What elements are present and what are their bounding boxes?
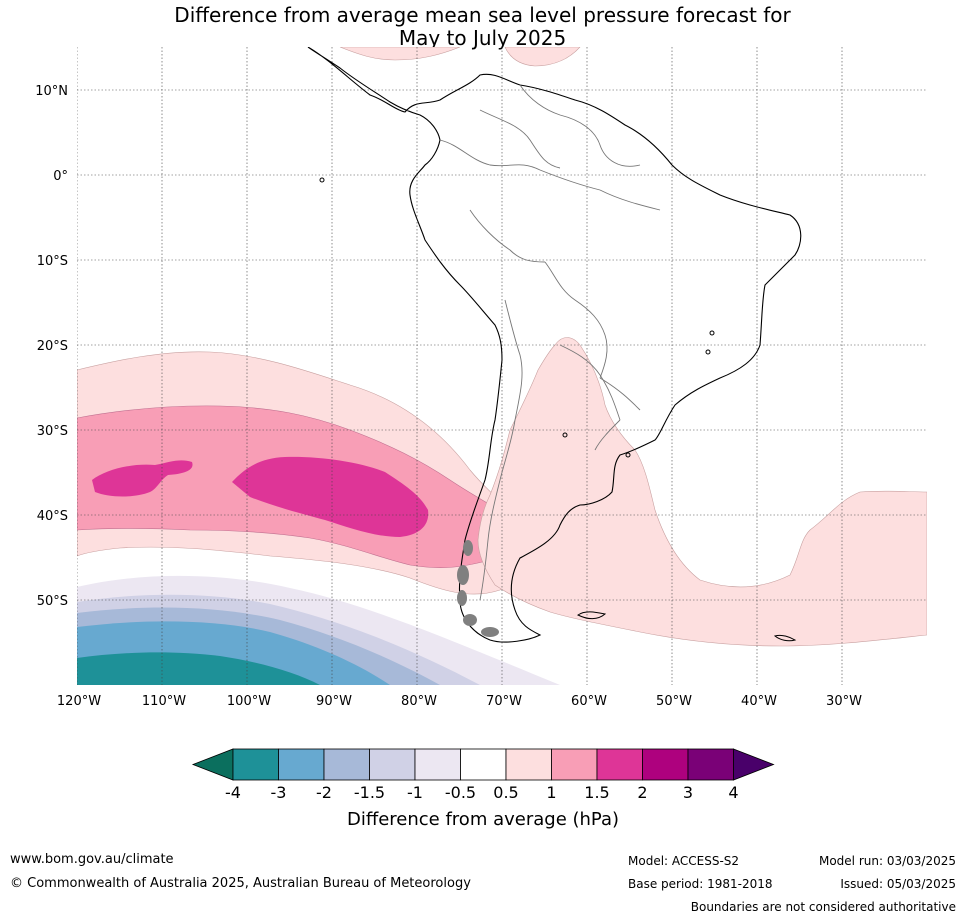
colorbar-title: Difference from average (hPa) bbox=[347, 809, 619, 830]
lon-label: 110°W bbox=[142, 694, 186, 709]
footer-model: Model: ACCESS-S2 bbox=[628, 854, 740, 868]
footer-url[interactable]: www.bom.gov.au/climate bbox=[10, 852, 174, 867]
lon-label: 40°W bbox=[741, 694, 777, 709]
lon-label: 50°W bbox=[656, 694, 692, 709]
colorbar-tick-label: -2 bbox=[316, 783, 332, 802]
lon-label: 80°W bbox=[401, 694, 437, 709]
anomaly-region-1.5-east bbox=[232, 456, 429, 537]
map-title: Difference from average mean sea level p… bbox=[0, 4, 965, 50]
colorbar-swatch bbox=[278, 748, 325, 781]
colorbar-tick-label: 3 bbox=[683, 783, 693, 802]
colorbar-legend bbox=[191, 748, 775, 781]
footer-disclaimer: Boundaries are not considered authoritat… bbox=[690, 900, 956, 914]
lat-label: 30°S bbox=[37, 424, 68, 439]
colorbar-tick-label: -1 bbox=[407, 783, 423, 802]
colorbar-swatch bbox=[232, 748, 279, 781]
colorbar-tick-label: 1.5 bbox=[584, 783, 609, 802]
lon-label: 60°W bbox=[571, 694, 607, 709]
islands bbox=[319, 177, 797, 642]
lat-label: 20°S bbox=[37, 339, 68, 354]
colorbar-tick-label: -3 bbox=[271, 783, 287, 802]
anomaly-region-0.5-north bbox=[339, 47, 461, 61]
colorbar-swatch bbox=[414, 748, 461, 781]
colorbar-swatch bbox=[551, 748, 598, 781]
latitude-labels: 10°N 0° 10°S 20°S 30°S 40°S 50°S bbox=[35, 84, 68, 609]
lon-label: 70°W bbox=[486, 694, 522, 709]
colorbar-tick-label: -4 bbox=[225, 783, 241, 802]
colorbar-tick-label: -0.5 bbox=[445, 783, 476, 802]
footer-copyright: © Commonwealth of Australia 2025, Austra… bbox=[10, 876, 471, 891]
lon-label: 90°W bbox=[316, 694, 352, 709]
colorbar-swatch bbox=[687, 748, 734, 781]
colorbar-tick-labels: -4 -3 -2 -1.5 -1 -0.5 0.5 1 1.5 2 3 4 bbox=[225, 783, 739, 802]
colorbar-swatch bbox=[505, 748, 552, 781]
lat-label: 50°S bbox=[37, 594, 68, 609]
lat-label: 0° bbox=[53, 169, 68, 184]
colorbar-swatch bbox=[323, 748, 370, 781]
colorbar-tick-label: 1 bbox=[546, 783, 556, 802]
title-line-1: Difference from average mean sea level p… bbox=[174, 3, 791, 27]
footer-model-run: Model run: 03/03/2025 bbox=[818, 854, 956, 868]
lat-label: 40°S bbox=[37, 509, 68, 524]
colorbar-tick-label: 2 bbox=[637, 783, 647, 802]
colorbar-arrow-min bbox=[191, 748, 234, 781]
gridlines bbox=[77, 47, 927, 685]
lon-label: 100°W bbox=[227, 694, 271, 709]
lat-label: 10°N bbox=[35, 84, 68, 99]
chile-archipelago bbox=[457, 540, 499, 637]
colorbar-tick-label: 4 bbox=[728, 783, 738, 802]
anomaly-region-1.5-west bbox=[92, 460, 193, 497]
title-line-2: May to July 2025 bbox=[398, 26, 567, 50]
lon-label: 30°W bbox=[826, 694, 862, 709]
anomaly-region-minus-3 bbox=[77, 652, 320, 685]
colorbar-swatch bbox=[369, 748, 416, 781]
colorbar-arrow-max bbox=[733, 748, 775, 781]
lat-label: 10°S bbox=[37, 254, 68, 269]
anomaly-region-0.5-atlantic bbox=[477, 337, 927, 647]
colorbar-swatch bbox=[596, 748, 643, 781]
south-america-coastline bbox=[307, 47, 802, 643]
longitude-labels: 120°W 110°W 100°W 90°W 80°W 70°W 60°W 50… bbox=[57, 694, 862, 709]
country-boundaries bbox=[439, 84, 661, 601]
lon-label: 120°W bbox=[57, 694, 101, 709]
colorbar-swatch bbox=[642, 748, 689, 781]
anomaly-region-0.5-caribbean bbox=[504, 47, 581, 67]
footer-base-period: Base period: 1981-2018 bbox=[628, 877, 773, 891]
colorbar-tick-label: 0.5 bbox=[493, 783, 518, 802]
colorbar-swatch bbox=[460, 748, 507, 781]
colorbar-tick-label: -1.5 bbox=[354, 783, 385, 802]
footer-issued: Issued: 05/03/2025 bbox=[840, 877, 956, 891]
map-plot-area bbox=[77, 47, 927, 685]
